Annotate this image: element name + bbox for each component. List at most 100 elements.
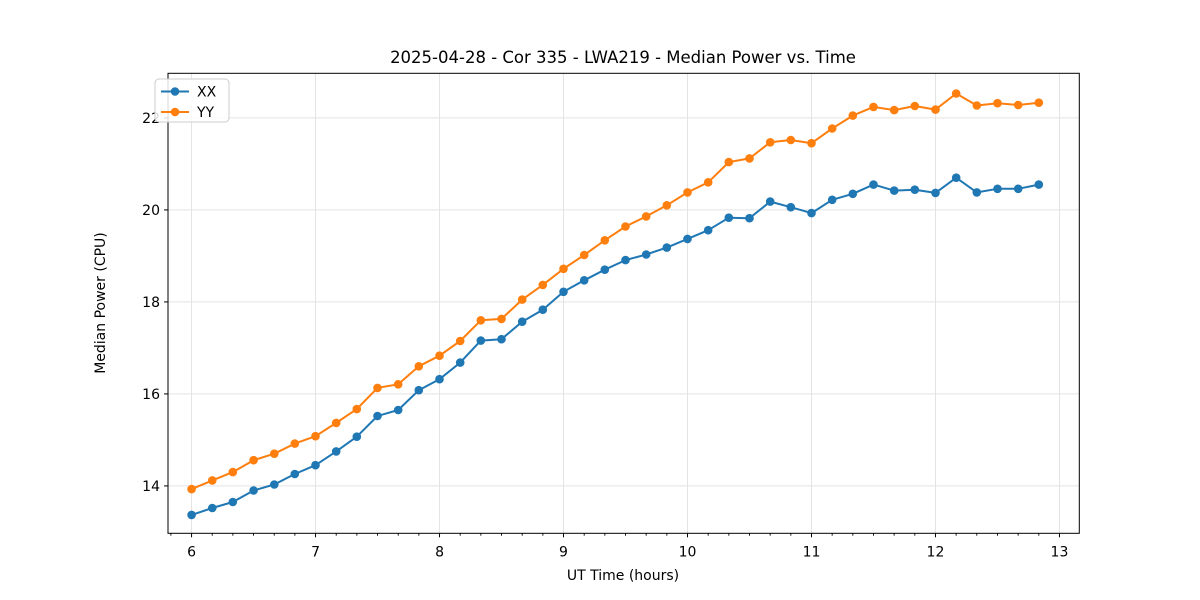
xx-data-point: [683, 234, 692, 244]
legend-label: YY: [196, 105, 215, 121]
xx-data-point: [208, 503, 217, 513]
xx-data-point: [559, 287, 568, 297]
yy-data-point: [786, 135, 796, 145]
x-tick-label: 13: [1051, 544, 1069, 560]
yy-data-point: [1034, 98, 1044, 107]
xx-data-point: [641, 250, 651, 259]
xx-data-point: [538, 305, 548, 315]
yy-data-point: [414, 362, 424, 371]
yy-series-line: [190, 92, 1040, 491]
yy-data-point: [373, 383, 382, 393]
yy-data-point: [683, 188, 692, 197]
xx-data-point: [1013, 184, 1023, 194]
yy-data-point: [187, 484, 196, 494]
yy-data-point: [290, 439, 300, 448]
legend-box: [154, 78, 230, 123]
xx-data-point: [249, 486, 258, 495]
yy-data-point: [827, 124, 837, 133]
xx-data-point: [476, 336, 486, 345]
xx-data-point: [373, 411, 382, 421]
series-layer: [187, 89, 1044, 520]
x-tick-label: 10: [679, 544, 697, 560]
x-axis-label: UT Time (hours): [567, 568, 679, 584]
xx-data-point: [579, 276, 589, 285]
yy-data-point: [538, 280, 548, 290]
yy-data-point: [579, 250, 589, 260]
yy-data-point: [951, 89, 961, 98]
x-tick-label: 9: [559, 544, 568, 560]
x-tick-label: 12: [927, 544, 945, 560]
y-tick-label: 14: [142, 479, 160, 495]
legend-label: XX: [197, 85, 217, 101]
yy-data-point: [455, 336, 465, 346]
legend-sample-marker: [170, 107, 180, 117]
yy-data-point: [517, 295, 527, 304]
legend-sample-marker: [170, 87, 180, 96]
yy-data-point: [1013, 100, 1023, 110]
yy-data-point: [228, 467, 238, 477]
yy-data-point: [848, 111, 858, 120]
xx-data-point: [497, 334, 506, 344]
yy-data-point: [559, 264, 568, 274]
xx-data-point: [827, 195, 837, 205]
y-tick-label: 20: [142, 203, 160, 219]
xx-data-point: [807, 208, 816, 218]
yy-data-point: [208, 476, 217, 485]
xx-data-point: [621, 255, 630, 265]
xx-data-point: [848, 189, 858, 199]
yy-data-point: [931, 105, 940, 114]
xx-data-point: [765, 197, 775, 206]
xx-data-point: [745, 213, 754, 223]
xx-data-point: [187, 510, 196, 520]
xx-data-point: [228, 497, 238, 507]
xx-data-point: [600, 265, 610, 275]
x-tick-label: 7: [311, 544, 320, 560]
x-tick-label: 11: [803, 544, 821, 560]
yy-data-point: [249, 455, 258, 465]
xx-data-point: [786, 202, 796, 212]
chart-title: 2025-04-28 - Cor 335 - LWA219 - Median P…: [390, 48, 856, 67]
yy-data-point: [765, 138, 775, 147]
xx-data-point: [951, 173, 961, 182]
yy-data-point: [993, 98, 1002, 108]
xx-data-point: [910, 185, 920, 194]
xx-data-point: [270, 480, 279, 489]
x-tick-label: 6: [187, 544, 196, 560]
yy-data-point: [331, 418, 341, 428]
yy-data-point: [497, 314, 506, 324]
x-tick-label: 8: [435, 544, 444, 560]
xx-data-point: [455, 358, 465, 367]
yy-data-point: [476, 316, 486, 325]
xx-data-point: [972, 188, 982, 197]
xx-data-point: [1034, 180, 1044, 189]
yy-data-point: [393, 380, 403, 389]
xx-data-point: [331, 447, 341, 456]
plot-frame: [167, 72, 1080, 534]
xx-data-point: [662, 243, 672, 252]
y-tick-label: 18: [142, 295, 160, 311]
xx-data-point: [311, 460, 320, 470]
xx-data-point: [889, 186, 899, 195]
xx-data-point: [290, 469, 300, 479]
yy-data-point: [745, 154, 754, 163]
yy-data-point: [352, 404, 362, 414]
xx-data-point: [703, 225, 713, 235]
xx-data-point: [517, 317, 527, 327]
yy-data-point: [662, 201, 672, 210]
xx-data-point: [993, 184, 1002, 194]
yy-data-point: [600, 236, 610, 245]
yy-data-point: [889, 105, 899, 115]
grid-layer: [168, 73, 1080, 534]
xx-data-point: [435, 374, 444, 384]
y-axis-label: Median Power (CPU): [93, 232, 109, 374]
yy-data-point: [641, 212, 651, 221]
xx-data-point: [869, 180, 878, 189]
y-tick-label: 16: [142, 387, 160, 403]
xx-data-point: [724, 213, 734, 222]
yy-data-point: [869, 102, 878, 112]
xx-data-point: [414, 385, 424, 395]
legend: XX YY: [154, 78, 230, 123]
